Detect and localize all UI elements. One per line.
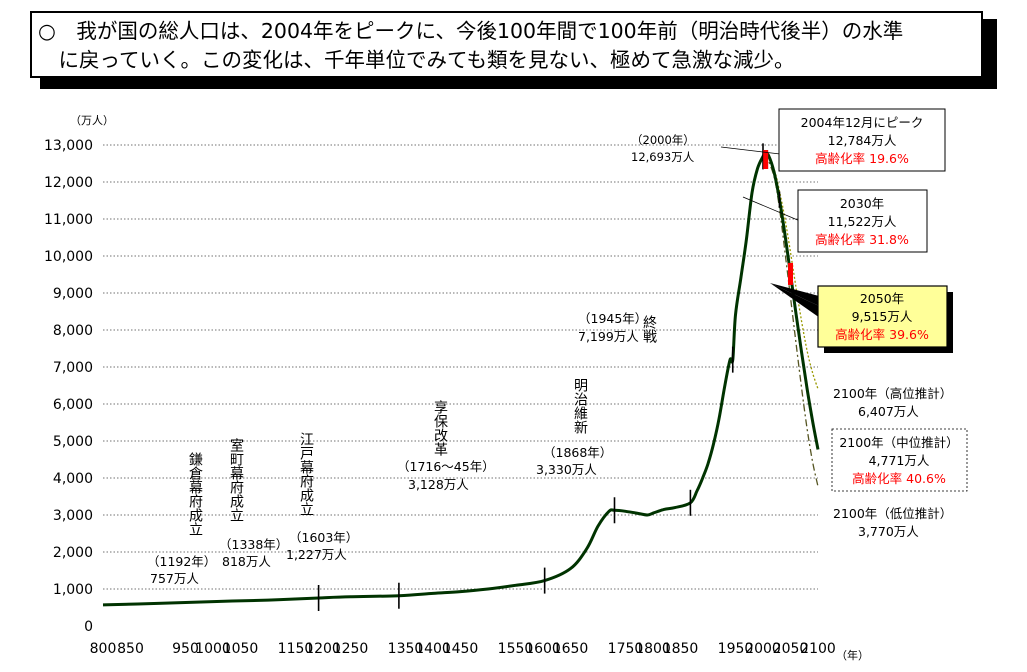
event-kamakura-pop: 757万人 (150, 571, 199, 586)
x-tick-label: 1150 (278, 641, 314, 657)
grid-lines (103, 144, 818, 590)
headline-line-2: に戻っていく。この変化は、千年単位でみても類を見ない、極めて急激な減少。 (38, 48, 795, 72)
event-war-end-year: （1945年） (578, 311, 647, 326)
event-meiji-year: （1868年） (543, 445, 612, 460)
projection-high-label: 2100年（高位推計） (833, 386, 952, 401)
callouts: 2004年12月にピーク 12,784万人 高齢化率 19.6% 2030年 1… (720, 108, 968, 539)
series-lines (102, 151, 820, 607)
x-tick-label: 1950 (718, 641, 754, 657)
projection-medium-aging: 高齢化率 40.6% (852, 471, 946, 486)
headline-line-1: ○ 我が国の総人口は、2004年をピークに、今後100年間で100年前（明治時代… (38, 19, 904, 43)
projection-medium-pop: 4,771万人 (869, 453, 930, 468)
y-tick-label: 2,000 (53, 545, 93, 561)
x-tick-label: 800 (90, 641, 117, 657)
y-tick-label: 4,000 (53, 471, 93, 487)
y-tick-label: 8,000 (53, 323, 93, 339)
event-kyoho-name: 享保改革 (432, 399, 448, 456)
callout-2030-leader (742, 196, 801, 222)
projection-low-pop: 3,770万人 (858, 524, 919, 539)
y-tick-label: 13,000 (44, 138, 93, 154)
callout-2050-aging: 高齢化率 39.6% (835, 327, 929, 342)
event-kyoho-pop: 3,128万人 (408, 477, 469, 492)
callout-2030-pop: 11,522万人 (828, 214, 897, 229)
series-line-history (102, 152, 767, 607)
callout-2030-year: 2030年 (840, 196, 884, 211)
event-meiji-pop: 3,330万人 (536, 462, 597, 477)
x-tick-label: 2050 (773, 641, 809, 657)
projection-medium-box (831, 428, 968, 492)
peak-callout-pop: 12,784万人 (828, 133, 897, 148)
x-tick-label: 1600 (525, 641, 561, 657)
callout-2050-year: 2050年 (860, 291, 904, 306)
event-labels: 鎌倉幕府成立 （1192年） 757万人 室町幕府成立 （1338年） 818万… (147, 133, 695, 586)
y-tick-label: 10,000 (44, 249, 93, 265)
y-tick-label: 9,000 (53, 286, 93, 302)
event-edo-year: （1603年） (289, 530, 358, 545)
peak-callout-box (778, 108, 946, 172)
x-tick-label: 1200 (305, 641, 341, 657)
x-tick-label: 850 (117, 641, 144, 657)
x-tick-label: 1050 (223, 641, 259, 657)
x-tick-label: 1550 (498, 641, 534, 657)
x-tick-label: 1800 (635, 641, 671, 657)
y-tick-label: 5,000 (53, 434, 93, 450)
event-muromachi-name: 室町幕府成立 (228, 437, 244, 522)
x-tick-label: 1400 (415, 641, 451, 657)
event-meiji-name: 明治維新 (572, 378, 588, 435)
event-kamakura-name: 鎌倉幕府成立 (187, 452, 203, 536)
peak-marker (763, 149, 769, 169)
callout-2050-pop: 9,515万人 (852, 309, 913, 324)
y-tick-label: 11,000 (44, 212, 93, 228)
event-edo-pop: 1,227万人 (286, 547, 347, 562)
callout-2030-aging: 高齢化率 31.8% (815, 232, 909, 247)
peak-callout-title: 2004年12月にピーク (801, 115, 924, 130)
projection-low-label: 2100年（低位推計） (833, 506, 952, 521)
projection-medium-label: 2100年（中位推計） (839, 435, 958, 450)
y-tick-label: 3,000 (53, 508, 93, 524)
projection-high-pop: 6,407万人 (858, 404, 919, 419)
x-tick-label: 1250 (333, 641, 369, 657)
y-axis-unit-label: （万人） (70, 114, 114, 127)
peak-callout-aging: 高齢化率 19.6% (815, 151, 909, 166)
event-kamakura-year: （1192年） (147, 554, 216, 569)
x-tick-label: 950 (172, 641, 199, 657)
peak-callout-leader (720, 146, 781, 155)
event-markers (317, 143, 793, 611)
y-tick-label: 12,000 (44, 175, 93, 191)
event-2000-year: （2000年） (631, 133, 695, 147)
x-tick-label: 2100 (800, 641, 836, 657)
headline-box: ○ 我が国の総人口は、2004年をピークに、今後100年間で100年前（明治時代… (30, 11, 983, 78)
x-tick-label: 1850 (663, 641, 699, 657)
event-muromachi-pop: 818万人 (222, 554, 271, 569)
event-kyoho-year: （1716～45年） (397, 459, 495, 474)
x-tick-label: 1750 (608, 641, 644, 657)
x-tick-label: 1450 (443, 641, 479, 657)
y-tick-label: 6,000 (53, 397, 93, 413)
event-war-end-name: 終戦 (641, 315, 657, 344)
y-tick-label: 7,000 (53, 360, 93, 376)
x-axis-unit-label: （年） (836, 648, 869, 662)
callout-2050-box (817, 285, 948, 348)
callout-2030-box (797, 189, 928, 253)
x-tick-label: 1350 (388, 641, 424, 657)
event-edo-name: 江戸幕府成立 (298, 432, 314, 516)
x-tick-label: 1650 (553, 641, 589, 657)
event-war-end-pop: 7,199万人 (578, 329, 639, 344)
x-tick-label: 1000 (195, 641, 231, 657)
axis-ticks: 0 1,000 2,000 3,000 4,000 5,000 6,000 7,000 8,00… (44, 138, 836, 657)
marker-2050 (788, 262, 793, 285)
event-2000-pop: 12,693万人 (631, 150, 695, 164)
event-muromachi-year: （1338年） (219, 537, 288, 552)
x-tick-label: 2000 (745, 641, 781, 657)
y-tick-label: 0 (84, 619, 93, 635)
y-tick-label: 1,000 (53, 582, 93, 598)
callout-2050-pointer-shadow (770, 283, 820, 318)
